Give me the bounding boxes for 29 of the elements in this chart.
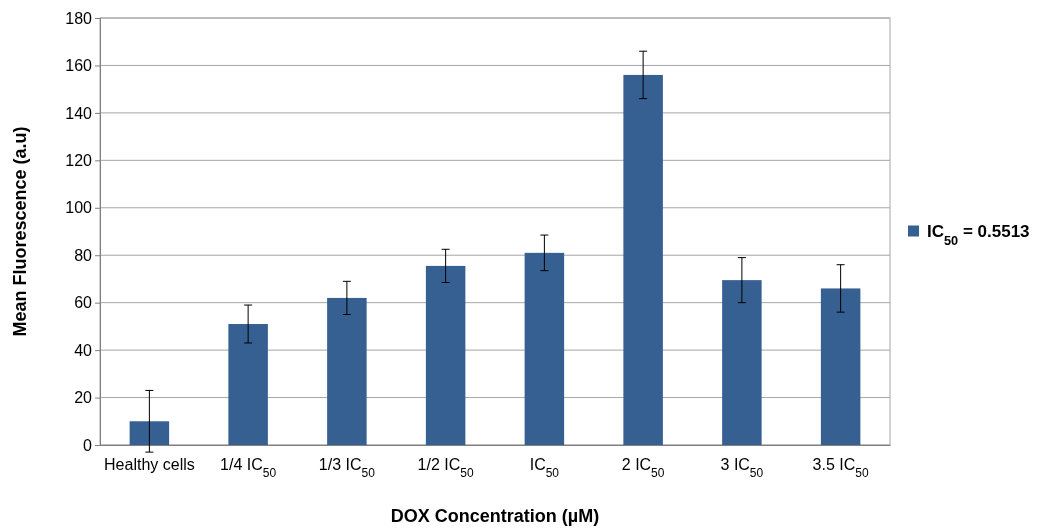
bar xyxy=(722,280,762,445)
bar xyxy=(820,288,861,445)
x-tick-label: Healthy cells xyxy=(104,456,195,474)
bar xyxy=(129,421,170,445)
x-tick-label: 1/3 IC$_{50}$ xyxy=(318,456,376,481)
x-tick-label: 1/2 IC$_{50}$ xyxy=(417,456,474,481)
y-tick-label: 0 xyxy=(83,436,93,454)
legend-label: IC$_{50}$ = 0.5513 xyxy=(927,221,1030,247)
x-tick-label: IC$_{50}$ xyxy=(529,456,560,481)
x-axis-title: DOX Concentration (µM) xyxy=(390,506,600,526)
bar xyxy=(228,324,268,445)
y-tick-label: 80 xyxy=(74,246,93,264)
y-tick-label: 20 xyxy=(74,389,93,407)
y-tick-label: 140 xyxy=(65,104,93,122)
y-tick-label: 40 xyxy=(74,341,93,359)
x-tick-label: 1/4 IC$_{50}$ xyxy=(220,456,277,481)
y-tick-label: 100 xyxy=(65,199,93,217)
x-tick-label: 3.5 IC$_{50}$ xyxy=(812,456,869,481)
y-tick-label: 160 xyxy=(65,57,93,75)
bar xyxy=(524,252,565,445)
y-tick-label: 60 xyxy=(74,294,93,312)
y-tick-label: 120 xyxy=(65,151,93,169)
x-tick-label: 3 IC$_{50}$ xyxy=(720,456,764,481)
bar xyxy=(623,74,663,445)
y-tick-label: 180 xyxy=(65,9,93,27)
y-axis-title: Mean Fluorescence (a.u) xyxy=(10,126,30,337)
x-tick-label: 2 IC$_{50}$ xyxy=(621,456,665,481)
bar xyxy=(327,297,367,445)
bar xyxy=(425,265,466,445)
